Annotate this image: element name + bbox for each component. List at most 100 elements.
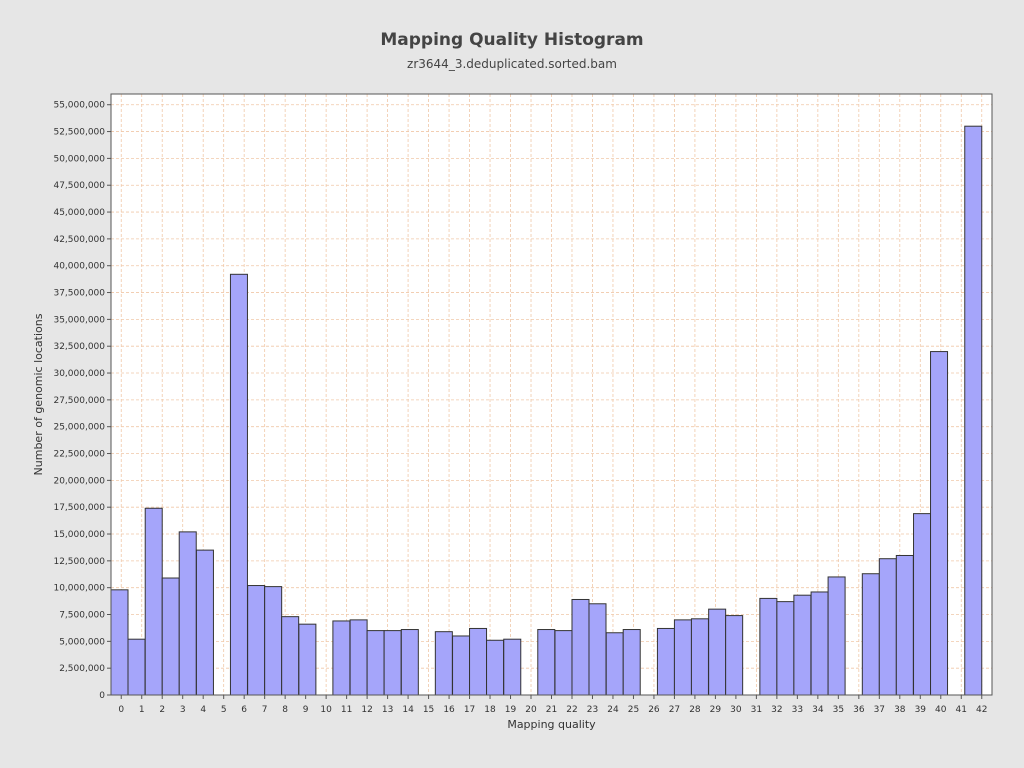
histogram-bar xyxy=(383,630,402,696)
x-tick-label: 14 xyxy=(402,705,414,715)
y-tick-label: 55,000,000 xyxy=(53,101,105,111)
y-tick-label: 2,500,000 xyxy=(59,664,105,674)
x-tick-label: 10 xyxy=(320,705,332,715)
histogram-bar xyxy=(264,586,283,696)
y-tick-label: 7,500,000 xyxy=(59,611,105,621)
x-tick-label: 15 xyxy=(423,705,434,715)
x-tick-label: 41 xyxy=(956,705,967,715)
histogram-bar xyxy=(895,554,914,696)
y-tick-label: 45,000,000 xyxy=(53,208,105,218)
x-tick-label: 1 xyxy=(139,705,145,715)
x-tick-label: 21 xyxy=(546,705,557,715)
y-axis-label: Number of genomic locations xyxy=(32,313,45,475)
histogram-bar xyxy=(690,618,709,696)
x-tick-label: 32 xyxy=(771,705,782,715)
x-tick-label: 25 xyxy=(628,705,639,715)
x-tick-label: 18 xyxy=(484,705,496,715)
y-tick-label: 0 xyxy=(99,691,105,701)
x-tick-label: 22 xyxy=(566,705,577,715)
histogram-bar xyxy=(110,589,129,696)
chart-title: Mapping Quality Histogram xyxy=(380,30,644,50)
y-tick-label: 10,000,000 xyxy=(53,584,105,594)
y-tick-label: 40,000,000 xyxy=(53,262,105,272)
x-tick-label: 11 xyxy=(341,705,352,715)
histogram-bar xyxy=(725,615,744,696)
x-tick-label: 17 xyxy=(464,705,475,715)
histogram-bar xyxy=(281,616,300,696)
x-tick-label: 4 xyxy=(200,705,206,715)
y-tick-label: 32,500,000 xyxy=(53,342,105,352)
histogram-bar xyxy=(247,585,266,696)
histogram-bar xyxy=(229,273,248,696)
x-tick-label: 23 xyxy=(587,705,598,715)
histogram-bar xyxy=(486,639,505,696)
histogram-bar xyxy=(708,608,727,696)
histogram-bar xyxy=(605,632,624,696)
histogram-bar xyxy=(144,507,163,696)
histogram-bar xyxy=(656,627,675,696)
x-tick-label: 30 xyxy=(730,705,742,715)
histogram-bar xyxy=(195,549,214,696)
histogram-bar xyxy=(571,598,590,696)
y-tick-label: 15,000,000 xyxy=(53,530,105,540)
histogram-bar xyxy=(503,638,522,696)
histogram-bar xyxy=(161,577,180,696)
bars xyxy=(110,125,983,696)
x-tick-label: 29 xyxy=(710,705,722,715)
histogram-bar xyxy=(861,573,880,696)
x-tick-label: 42 xyxy=(976,705,987,715)
x-tick-label: 34 xyxy=(812,705,824,715)
y-tick-label: 12,500,000 xyxy=(53,557,105,567)
x-axis-label: Mapping quality xyxy=(507,718,596,731)
x-tick-label: 26 xyxy=(648,705,660,715)
histogram-bar xyxy=(827,576,846,696)
y-tick-label: 35,000,000 xyxy=(53,315,105,325)
y-tick-label: 25,000,000 xyxy=(53,423,105,433)
x-tick-label: 0 xyxy=(118,705,124,715)
y-tick-label: 47,500,000 xyxy=(53,181,105,191)
histogram-bar xyxy=(366,630,385,696)
histogram-bar xyxy=(127,638,146,696)
y-tick-label: 20,000,000 xyxy=(53,476,105,486)
x-tick-label: 13 xyxy=(382,705,393,715)
y-tick-label: 5,000,000 xyxy=(59,637,105,647)
x-tick-label: 5 xyxy=(221,705,227,715)
histogram-bar xyxy=(964,125,983,696)
histogram-bar xyxy=(178,531,197,696)
histogram-bar xyxy=(810,591,829,696)
x-tick-label: 3 xyxy=(180,705,186,715)
x-tick-label: 19 xyxy=(505,705,517,715)
x-tick-label: 16 xyxy=(443,705,455,715)
histogram-bar xyxy=(298,623,317,696)
chart-subtitle: zr3644_3.deduplicated.sorted.bam xyxy=(407,57,617,71)
y-tick-label: 52,500,000 xyxy=(53,128,105,138)
histogram-bar xyxy=(434,631,453,696)
x-tick-label: 9 xyxy=(303,705,309,715)
x-tick-label: 40 xyxy=(935,705,947,715)
x-tick-label: 35 xyxy=(833,705,844,715)
histogram-bar xyxy=(622,629,641,696)
histogram-bar xyxy=(913,513,932,696)
x-tick-label: 7 xyxy=(262,705,268,715)
x-tick-label: 37 xyxy=(874,705,885,715)
x-tick-label: 28 xyxy=(689,705,701,715)
x-tick-label: 31 xyxy=(751,705,762,715)
y-tick-label: 37,500,000 xyxy=(53,289,105,299)
x-tick-label: 33 xyxy=(792,705,803,715)
x-tick-label: 8 xyxy=(282,705,288,715)
x-tick-label: 27 xyxy=(669,705,680,715)
histogram-bar xyxy=(588,603,607,696)
histogram-bar xyxy=(452,635,471,696)
x-tick-label: 38 xyxy=(894,705,906,715)
histogram-bar xyxy=(759,597,778,696)
y-tick-label: 50,000,000 xyxy=(53,154,105,164)
histogram-bar xyxy=(776,601,795,696)
y-tick-label: 42,500,000 xyxy=(53,235,105,245)
x-tick-label: 20 xyxy=(525,705,537,715)
y-tick-label: 22,500,000 xyxy=(53,450,105,460)
y-tick-label: 27,500,000 xyxy=(53,396,105,406)
histogram-bar xyxy=(930,351,949,696)
x-tick-label: 36 xyxy=(853,705,865,715)
x-tick-label: 24 xyxy=(607,705,619,715)
